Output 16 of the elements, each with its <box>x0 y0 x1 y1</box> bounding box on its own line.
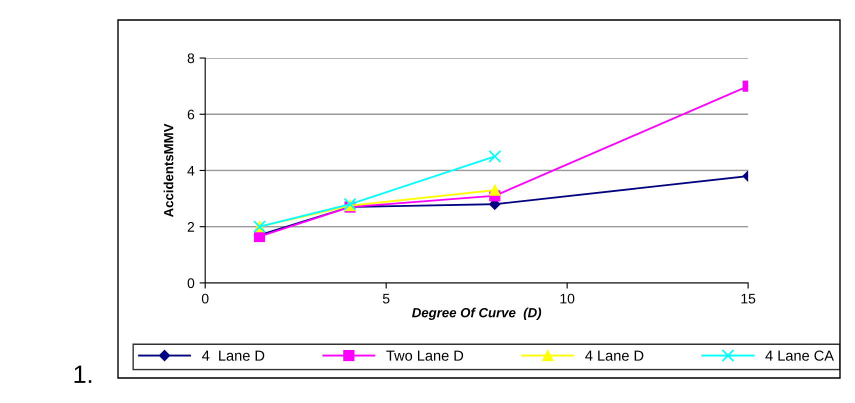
y-tick-label: 0 <box>188 278 194 288</box>
y-axis-title: AccidentsMMV <box>164 124 174 218</box>
x-tick-label: 15 <box>741 294 756 304</box>
y-tick-label: 6 <box>188 110 194 120</box>
x-tick-label: 5 <box>382 294 390 304</box>
legend-label: 4 Lane D <box>585 350 644 361</box>
x-tick-label: 10 <box>560 294 574 304</box>
legend-label: Two Lane D <box>386 350 464 361</box>
legend-label: 4 Lane CA <box>765 350 834 361</box>
y-tick-label: 4 <box>187 166 194 176</box>
x-axis-title: Degree Of Curve (D) <box>412 308 542 320</box>
text: 1. <box>74 366 92 383</box>
legend-label: 4 Lane D <box>202 350 264 361</box>
x-tick-label: 0 <box>202 294 209 304</box>
y-tick-label: 8 <box>188 53 194 64</box>
y-tick-label: 2 <box>188 222 194 232</box>
